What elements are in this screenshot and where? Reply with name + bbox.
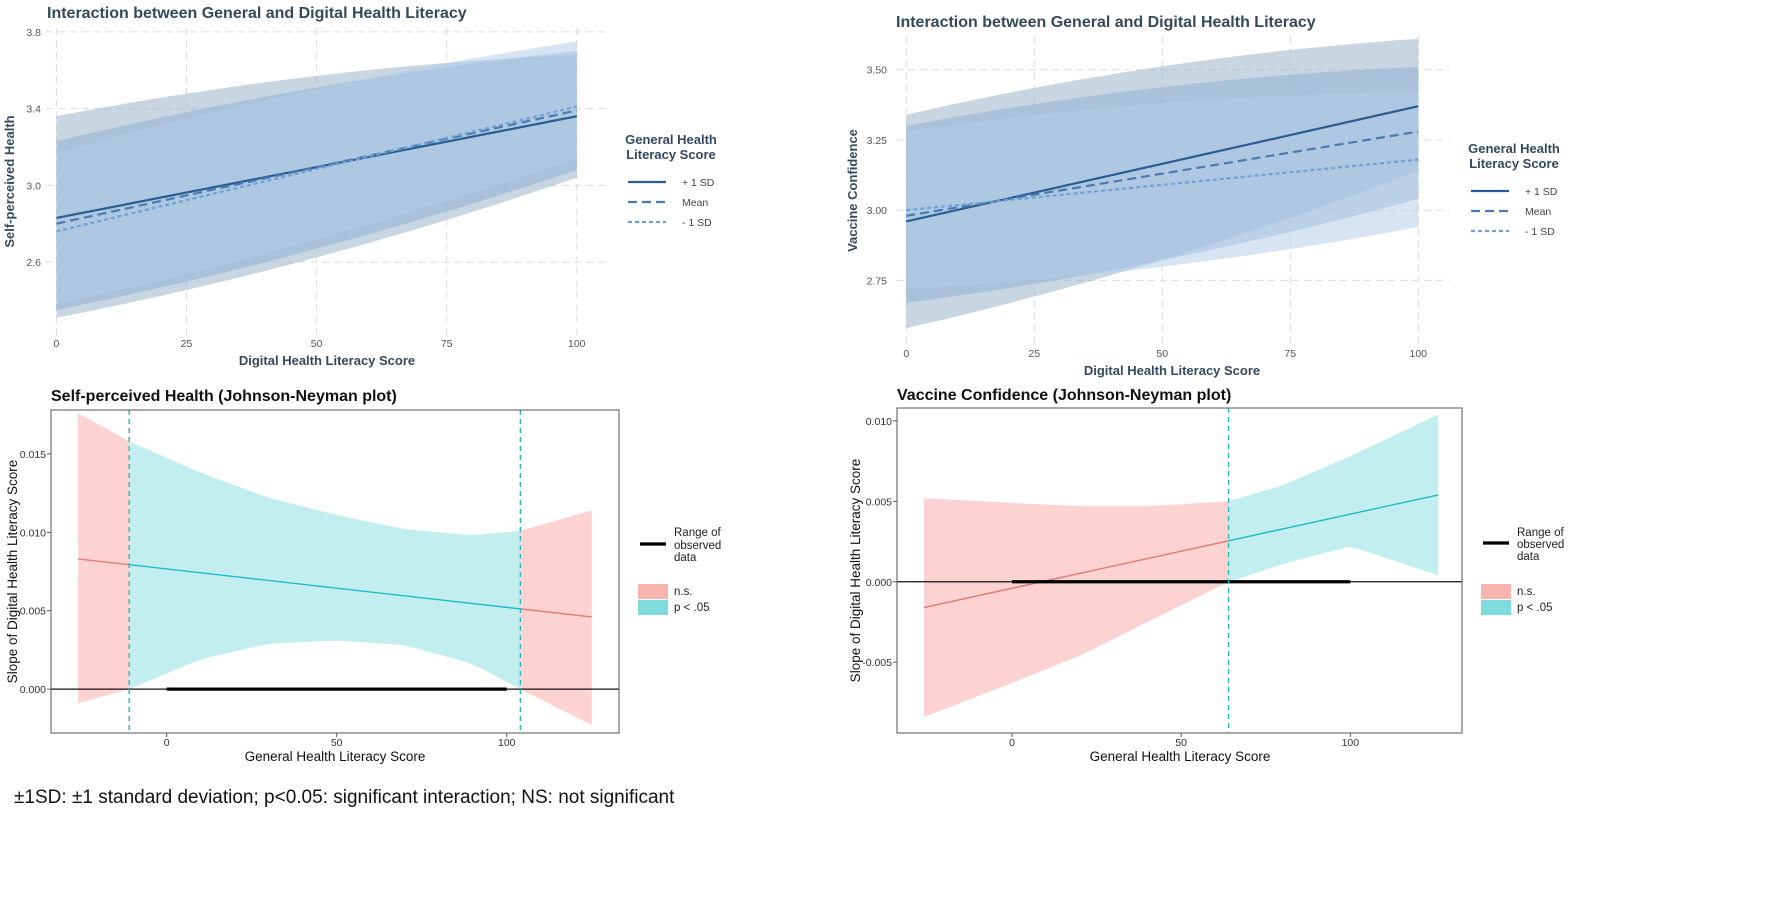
legend-key-significant [638, 600, 668, 615]
legend-title: General Health [625, 132, 717, 147]
plot-frame [896, 407, 1463, 734]
ci-band-1sd-series [906, 92, 1419, 289]
y-tick-label: 0.015 [20, 449, 46, 461]
legend-key-significant [1481, 600, 1511, 615]
y-tick-label: 3.25 [867, 135, 888, 147]
legend-label: data [1517, 551, 1540, 563]
y-tick-label: 2.75 [867, 275, 888, 287]
y-axis-title: Slope of Digital Health Literacy Score [848, 459, 863, 683]
legend-label: observed [1517, 539, 1564, 551]
non-significant-region-band [520, 510, 592, 726]
legend-label: Mean [1525, 206, 1551, 218]
legend-label: Range of [674, 527, 721, 539]
interaction-plot-1: 0 25 50 75 100 2.6 3.0 3.4 3.8 Interaction betwee… [2, 5, 717, 368]
x-axis-title: Digital Health Literacy Score [1084, 363, 1260, 378]
slope-line-significant [129, 564, 521, 610]
legend-label: data [674, 552, 697, 564]
y-tick-label: 0.000 [866, 577, 892, 589]
plot-frame [50, 409, 620, 734]
slope-line-significant [1228, 494, 1439, 542]
y-tick-label: 3.00 [867, 205, 888, 217]
slope-line-non-significant [520, 608, 592, 618]
x-tick-label: 75 [441, 338, 453, 350]
johnson-neyman-plot-2: 0 50 100 -0.005 0.000 0.005 0.010 Vaccine Confi… [848, 387, 1564, 764]
legend-key-non-significant [638, 584, 668, 599]
x-tick-label: 100 [1342, 737, 1360, 749]
x-tick-label: 50 [1156, 348, 1168, 360]
significant-region-band [1228, 414, 1439, 582]
x-tick-label: 100 [498, 737, 516, 749]
x-axis-title: General Health Literacy Score [245, 749, 426, 764]
figure-footnote: ±1SD: ±1 standard deviation; p<0.05: sig… [14, 787, 675, 808]
johnson-neyman-plot-1: 0 50 100 0.000 0.005 0.010 0.015 Self-perceived… [5, 388, 721, 764]
y-axis-title: Vaccine Confidence [845, 129, 860, 252]
plot-title: Interaction between General and Digital … [896, 14, 1316, 31]
x-tick-label: 0 [1009, 737, 1015, 749]
non-significant-region-band [78, 413, 130, 704]
y-tick-label: 0.010 [20, 527, 46, 539]
slope-line-non-significant [78, 558, 130, 566]
legend-label: + 1 SD [1525, 186, 1558, 198]
plot-area [897, 408, 1462, 733]
x-tick-label: 100 [1410, 348, 1428, 360]
plot-area [51, 410, 619, 733]
legend-label: Range of [1517, 527, 1564, 539]
y-tick-label: 3.50 [867, 65, 888, 77]
legend-title: General Health [1468, 141, 1560, 156]
x-tick-label: 0 [903, 348, 909, 360]
y-axis-title: Slope of Digital Health Literacy Score [5, 460, 20, 684]
x-axis-title: General Health Literacy Score [1090, 749, 1271, 764]
trend-line-minus-1sd [56, 105, 578, 233]
legend-label: Mean [682, 197, 708, 209]
legend-label: n.s. [674, 586, 693, 598]
y-tick-label: 3.8 [26, 27, 41, 39]
slope-line-non-significant [923, 540, 1229, 609]
x-tick-label: 75 [1284, 348, 1296, 360]
ci-band-1sd-series [56, 41, 577, 305]
legend-title: Literacy Score [626, 147, 716, 162]
y-tick-label: -0.005 [862, 657, 892, 669]
y-tick-label: 0.000 [20, 684, 46, 696]
significant-region-band [129, 441, 521, 690]
plot-title: Self-perceived Health (Johnson-Neyman pl… [51, 388, 397, 405]
plot-title: Interaction between General and Digital … [47, 5, 467, 22]
x-tick-label: 50 [1175, 737, 1187, 749]
y-tick-label: 2.6 [26, 257, 41, 269]
legend-label: - 1 SD [682, 217, 712, 229]
x-tick-label: 0 [164, 737, 170, 749]
trend-line-minus-1sd [906, 158, 1419, 212]
y-axis-title: Self-perceived Health [2, 115, 17, 247]
x-tick-label: 25 [1028, 348, 1040, 360]
legend-label: p < .05 [674, 602, 710, 614]
x-tick-label: 50 [331, 737, 343, 749]
plot-title: Vaccine Confidence (Johnson-Neyman plot) [897, 387, 1231, 404]
legend-label: observed [674, 540, 721, 552]
legend-label: n.s. [1517, 586, 1536, 598]
x-axis-title: Digital Health Literacy Score [239, 353, 415, 368]
y-tick-label: 3.4 [26, 104, 41, 116]
legend-label: p < .05 [1517, 602, 1553, 614]
interaction-plot-2: 0 25 50 75 100 2.75 3.00 3.25 3.50 Interaction be… [845, 14, 1560, 378]
legend-label: - 1 SD [1525, 226, 1555, 238]
x-tick-label: 0 [53, 338, 59, 350]
legend-title: Literacy Score [1469, 156, 1559, 171]
x-tick-label: 25 [181, 338, 193, 350]
y-tick-label: 3.0 [26, 180, 41, 192]
y-tick-label: 0.005 [20, 606, 46, 618]
x-tick-label: 100 [568, 338, 586, 350]
y-tick-label: 0.005 [866, 496, 892, 508]
non-significant-region-band [924, 498, 1229, 717]
y-tick-label: 0.010 [866, 416, 892, 428]
legend-label: + 1 SD [682, 177, 715, 189]
legend-key-non-significant [1481, 584, 1511, 599]
x-tick-label: 50 [311, 338, 323, 350]
trend-line-mean [56, 109, 578, 225]
